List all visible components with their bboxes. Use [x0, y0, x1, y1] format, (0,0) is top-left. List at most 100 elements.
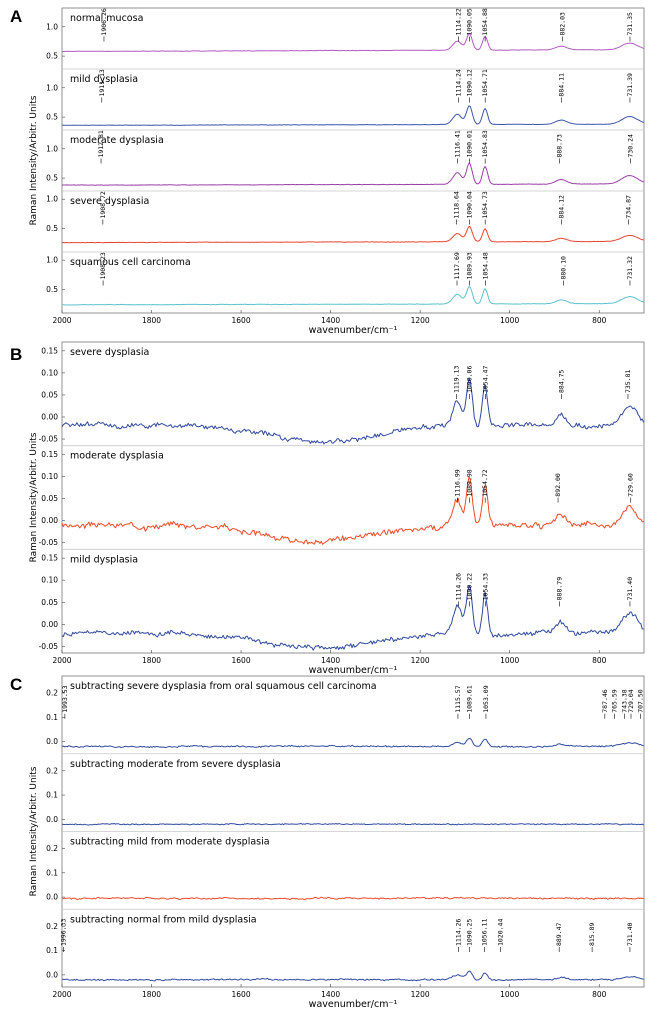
peak-label: 1090.04 [465, 191, 473, 218]
peak-label: 1908.72 [99, 191, 107, 218]
spectrum-line [61, 225, 644, 244]
y-tick-label: 0.0 [46, 970, 58, 979]
panel-letter-a: A [10, 7, 22, 26]
peak-label: 1089.61 [466, 685, 474, 712]
y-axis-title: Raman Intensity/Arbitr. Units [29, 432, 39, 562]
trace-label: subtracting normal from mild dysplasia [70, 914, 257, 925]
y-tick-label: 0.5 [46, 113, 58, 122]
peak-label: 1054.47 [481, 366, 489, 393]
peak-label: 888.79 [555, 577, 563, 601]
x-tick-label: 1400 [321, 656, 340, 665]
x-tick-label: 800 [592, 990, 607, 999]
peak-label: 1054.72 [481, 469, 489, 496]
spectrum-line [61, 476, 644, 545]
peak-label: 735.81 [624, 369, 632, 393]
y-tick-label: 0.1 [46, 791, 58, 800]
peak-label: 815.89 [588, 922, 596, 946]
peak-label: 889.47 [555, 922, 563, 946]
spectrum-line [61, 105, 644, 126]
y-tick-label: 0.2 [46, 689, 58, 698]
y-tick-label: 0.2 [46, 844, 58, 853]
y-tick-label: -0.05 [39, 538, 59, 547]
peak-label: 1993.53 [61, 685, 69, 712]
peak-label: 731.35 [626, 12, 634, 36]
peak-label: 1054.48 [481, 252, 489, 279]
panel-letter-b: B [10, 345, 22, 364]
x-tick-label: 1000 [500, 990, 519, 999]
peak-label: 1056.11 [481, 919, 489, 946]
y-tick-label: 0.10 [41, 576, 58, 585]
peak-label: 882.03 [559, 12, 567, 36]
y-tick-label: 1.0 [46, 195, 58, 204]
y-tick-label: 0.15 [41, 346, 58, 355]
peak-label: 1054.71 [481, 69, 489, 96]
y-tick-label: 0.00 [41, 412, 58, 421]
peak-label: 731.40 [626, 922, 634, 946]
y-tick-label: 0.5 [46, 224, 58, 233]
x-tick-label: 1800 [142, 990, 161, 999]
peak-label: 731.32 [626, 256, 634, 280]
y-tick-label: 0.5 [46, 52, 58, 61]
peak-label: 1911.13 [98, 69, 106, 96]
peak-label: 1054.83 [481, 130, 489, 157]
spectrum-line [61, 33, 644, 52]
peak-label: 1089.98 [465, 469, 473, 496]
trace-label: severe dysplasia [70, 347, 149, 358]
x-axis-title: wavenumber/cm⁻¹ [309, 325, 398, 336]
trace-label: severe dysplasia [70, 196, 149, 207]
y-tick-label: 0.0 [46, 893, 58, 902]
peak-label: 1020.44 [497, 919, 505, 946]
y-tick-label: 1.0 [46, 144, 58, 153]
y-tick-label: 0.15 [41, 450, 58, 459]
panel-b: B -0.05 0.00 0.05 0.10 0.15 severe dysplasia 11… [10, 341, 645, 676]
peak-label: 731.39 [626, 73, 634, 97]
peak-label: 729.04 [627, 689, 635, 713]
x-tick-label: 1600 [232, 656, 251, 665]
spectrum-line [61, 738, 644, 749]
x-tick-label: 1200 [411, 316, 430, 325]
peak-label: 1090.06 [465, 366, 473, 393]
peak-label: 729.60 [627, 473, 635, 497]
x-tick-label: 1400 [321, 990, 340, 999]
peak-label: 1115.57 [454, 685, 462, 712]
x-tick-label: 2000 [52, 316, 71, 325]
peak-label: 1114.22 [455, 8, 463, 35]
peak-label: 880.10 [559, 256, 567, 280]
y-tick-label: 0.5 [46, 174, 58, 183]
peak-label: 884.75 [557, 369, 565, 393]
y-tick-label: 1.0 [46, 83, 58, 92]
y-tick-label: 0.2 [46, 766, 58, 775]
y-tick-label: 0.05 [41, 598, 58, 607]
peak-label: 1090.22 [465, 573, 473, 600]
peak-label: 1054.73 [481, 191, 489, 218]
spectrum-line [61, 585, 644, 651]
peak-label: 1906.26 [100, 8, 108, 35]
y-tick-label: 0.5 [46, 285, 58, 294]
peak-label: 1114.26 [455, 573, 463, 600]
y-tick-label: 0.05 [41, 390, 58, 399]
x-tick-label: 800 [592, 316, 607, 325]
peak-label: 1117.69 [453, 252, 461, 279]
spectrum-line [61, 823, 644, 826]
x-tick-label: 1600 [232, 990, 251, 999]
x-tick-label: 1200 [411, 656, 430, 665]
panel-letter-c: C [10, 675, 22, 694]
x-tick-label: 800 [592, 656, 607, 665]
y-tick-label: 0.00 [41, 620, 58, 629]
spectrum-line [61, 377, 645, 445]
peak-label: 1090.05 [465, 8, 473, 35]
peak-label: 1114.24 [455, 69, 463, 96]
peak-label: 1089.93 [465, 252, 473, 279]
y-tick-label: 0.05 [41, 494, 58, 503]
peak-label: 884.11 [558, 73, 566, 97]
trace-label: moderate dysplasia [70, 135, 164, 146]
x-tick-label: 1200 [411, 990, 430, 999]
peak-label: 1116.41 [454, 130, 462, 157]
trace-label: squamous cell carcinoma [70, 257, 191, 268]
x-tick-label: 1400 [321, 316, 340, 325]
peak-label: 743.38 [621, 689, 629, 713]
y-tick-label: 0.00 [41, 516, 58, 525]
y-tick-label: -0.05 [39, 642, 59, 651]
y-tick-label: 0.2 [46, 922, 58, 931]
peak-label: 787.46 [601, 689, 609, 713]
